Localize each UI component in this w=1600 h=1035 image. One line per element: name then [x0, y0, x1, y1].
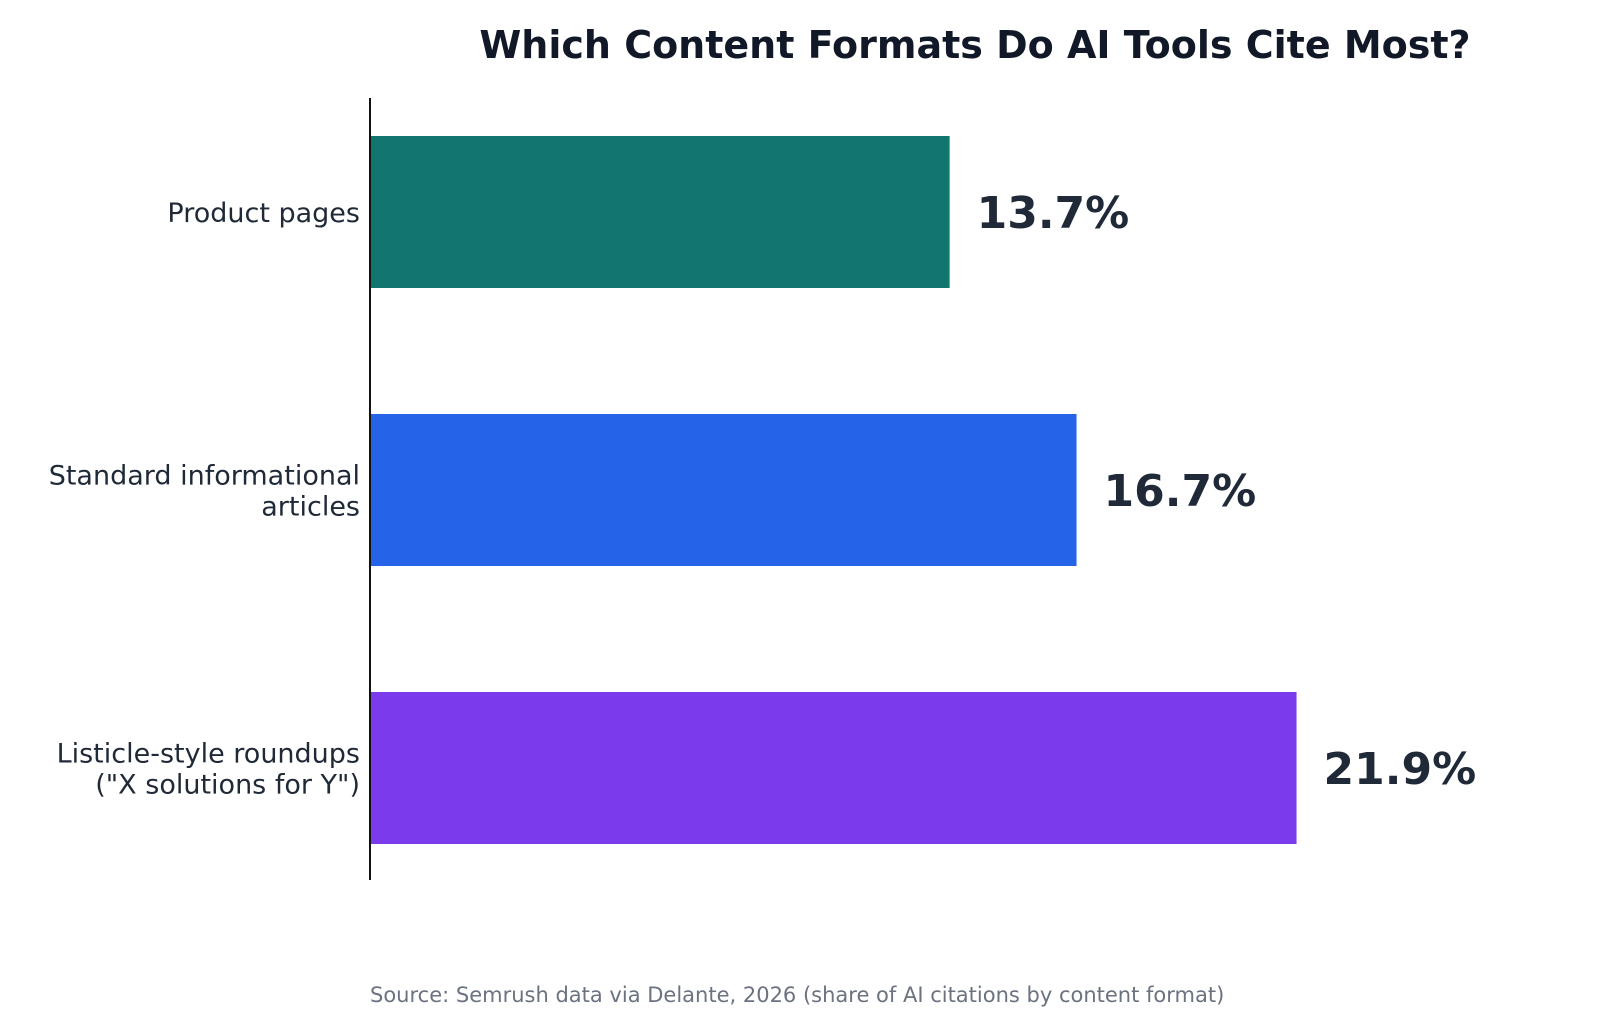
value-label-0: 13.7% [977, 188, 1130, 239]
bar-0 [370, 136, 950, 288]
category-label-line: Product pages [167, 198, 360, 229]
bar-2 [370, 692, 1297, 844]
category-label-line: Listicle-style roundups [57, 739, 360, 770]
source-note: Source: Semrush data via Delante, 2026 (… [370, 983, 1224, 1007]
category-label-0: Product pages [167, 198, 360, 229]
bars-group: 13.7% Product pages 16.7% Standard informat… [49, 136, 1476, 844]
bar-1 [370, 414, 1077, 566]
category-label-line: articles [261, 492, 360, 523]
category-label-2: Listicle-style roundups ("X solutions for… [57, 739, 360, 801]
value-label-2: 21.9% [1324, 744, 1477, 795]
chart-title: Which Content Formats Do AI Tools Cite M… [479, 23, 1470, 67]
category-label-1: Standard informational articles [49, 461, 360, 523]
category-label-line: ("X solutions for Y") [95, 770, 360, 801]
category-label-line: Standard informational [49, 461, 360, 492]
value-label-1: 16.7% [1104, 466, 1257, 517]
